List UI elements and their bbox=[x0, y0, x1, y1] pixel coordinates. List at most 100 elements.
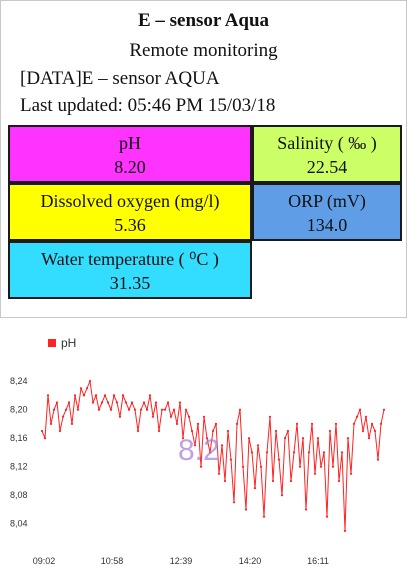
ph-data-point bbox=[169, 415, 173, 418]
ph-data-point bbox=[322, 451, 326, 454]
tile-orp-value: 134.0 bbox=[306, 215, 348, 235]
ph-data-point bbox=[211, 429, 215, 433]
ph-data-point bbox=[268, 415, 272, 418]
ph-data-point bbox=[259, 465, 263, 468]
tile-ph-value: 8.20 bbox=[114, 157, 146, 177]
ph-data-point bbox=[151, 415, 155, 418]
ph-data-point bbox=[295, 422, 299, 425]
ph-data-point bbox=[271, 479, 275, 483]
ph-data-point bbox=[202, 415, 206, 418]
y-tick-label: 8,12 bbox=[10, 462, 28, 472]
ph-data-point bbox=[109, 408, 113, 411]
ph-data-point bbox=[196, 422, 200, 425]
ph-data-point bbox=[250, 451, 254, 454]
ph-data-point bbox=[172, 408, 176, 411]
ph-data-point bbox=[115, 401, 119, 404]
ph-data-point bbox=[76, 408, 80, 411]
ph-data-point bbox=[298, 465, 302, 468]
ph-data-point bbox=[280, 494, 284, 497]
ph-data-point bbox=[346, 437, 350, 440]
ph-data-point bbox=[136, 429, 140, 433]
ph-data-point bbox=[145, 408, 149, 411]
ph-data-point bbox=[49, 422, 53, 425]
ph-data-point bbox=[235, 422, 239, 425]
ph-data-point bbox=[307, 451, 311, 454]
ph-data-point bbox=[379, 422, 383, 425]
ph-data-point bbox=[61, 415, 65, 418]
ph-data-point bbox=[358, 408, 362, 411]
ph-data-point bbox=[328, 429, 332, 433]
ph-data-point bbox=[139, 408, 143, 411]
tile-ph-label: pH bbox=[119, 133, 141, 153]
tile-water-temperature[interactable]: Water temperature ( ⁰C ) 31.35 bbox=[8, 241, 252, 299]
x-tick-label: 12:39 bbox=[170, 556, 193, 566]
ph-data-point bbox=[301, 437, 305, 440]
ph-data-point bbox=[361, 429, 365, 433]
ph-data-point bbox=[304, 508, 308, 511]
ph-data-point bbox=[319, 465, 323, 468]
ph-data-point bbox=[337, 479, 341, 483]
ph-data-point bbox=[343, 529, 347, 532]
y-tick-label: 8,20 bbox=[10, 405, 28, 415]
tile-salinity-label: Salinity ( ‰ ) bbox=[277, 133, 377, 153]
legend-swatch bbox=[48, 339, 56, 347]
ph-data-point bbox=[370, 422, 374, 425]
ph-data-point bbox=[91, 401, 95, 404]
ph-data-point bbox=[355, 415, 359, 418]
ph-data-point bbox=[364, 415, 368, 418]
app-subtitle: Remote monitoring bbox=[129, 40, 278, 61]
sensor-panel: E – sensor Aqua Remote monitoring [DATA]… bbox=[0, 0, 407, 318]
ph-data-point bbox=[205, 437, 209, 440]
ph-data-point bbox=[223, 479, 227, 483]
ph-data-point bbox=[253, 487, 257, 490]
ph-data-point bbox=[382, 408, 386, 411]
ph-data-point bbox=[190, 429, 194, 433]
ph-data-point bbox=[85, 387, 89, 390]
tile-salinity-value: 22.54 bbox=[306, 157, 348, 177]
tile-salinity[interactable]: Salinity ( ‰ ) 22.54 bbox=[252, 125, 402, 183]
x-tick-label: 14:20 bbox=[239, 556, 262, 566]
ph-data-point bbox=[112, 394, 116, 397]
ph-data-point bbox=[229, 458, 233, 461]
ph-data-point bbox=[187, 415, 191, 418]
ph-data-point bbox=[238, 408, 242, 411]
ph-data-point bbox=[376, 458, 380, 461]
ph-data-point bbox=[100, 401, 104, 404]
y-tick-label: 8,04 bbox=[10, 519, 28, 529]
ph-data-point bbox=[40, 429, 44, 433]
ph-data-point bbox=[70, 422, 74, 425]
ph-data-point bbox=[133, 408, 137, 411]
ph-chart[interactable]: pH 8,24 8,20 8,16 8,12 8,08 8,04 09:02 10:58 12… bbox=[0, 318, 409, 574]
ph-data-point bbox=[334, 422, 338, 425]
tile-ph[interactable]: pH 8.20 bbox=[8, 125, 252, 183]
ph-data-point bbox=[79, 387, 83, 390]
ph-data-point bbox=[175, 422, 179, 425]
ph-series bbox=[40, 379, 386, 532]
x-tick-label: 10:58 bbox=[101, 556, 124, 566]
ph-data-point bbox=[166, 401, 170, 404]
x-axis-ticks: 09:02 10:58 12:39 14:20 16:11 bbox=[33, 556, 329, 566]
ph-data-point bbox=[181, 437, 185, 440]
tile-dissolved-oxygen[interactable]: Dissolved oxygen (mg/l) 5.36 bbox=[8, 183, 252, 241]
tile-dissolved-oxygen-label: Dissolved oxygen (mg/l) bbox=[40, 191, 220, 211]
ph-chart-svg[interactable]: pH 8,24 8,20 8,16 8,12 8,08 8,04 09:02 10:58 12… bbox=[0, 318, 409, 574]
ph-data-point bbox=[97, 408, 101, 411]
ph-data-point bbox=[55, 401, 59, 404]
y-tick-label: 8,24 bbox=[10, 376, 28, 386]
ph-data-point bbox=[247, 437, 251, 440]
ph-data-point bbox=[331, 465, 335, 468]
ph-data-point bbox=[52, 408, 56, 411]
ph-data-point bbox=[130, 401, 134, 404]
app-title: E – sensor Aqua bbox=[137, 10, 270, 31]
ph-data-point bbox=[127, 408, 131, 411]
ph-data-point bbox=[244, 508, 248, 511]
tile-orp-label: ORP (mV) bbox=[288, 191, 366, 211]
ph-data-point bbox=[157, 429, 161, 433]
ph-data-point bbox=[58, 429, 62, 433]
ph-data-point bbox=[103, 394, 107, 397]
ph-data-point bbox=[349, 472, 353, 475]
ph-data-point bbox=[283, 437, 287, 440]
ph-data-point bbox=[193, 444, 197, 447]
ph-data-point bbox=[226, 429, 230, 433]
tile-orp[interactable]: ORP (mV) 134.0 bbox=[252, 183, 402, 241]
